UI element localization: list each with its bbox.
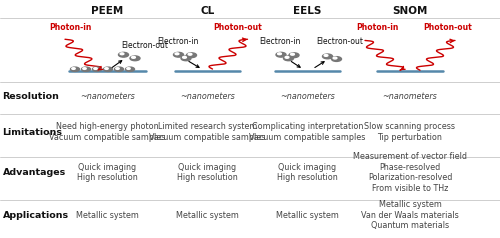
Circle shape [70,67,80,71]
Circle shape [118,52,128,57]
Text: ~nanometers: ~nanometers [180,92,235,101]
Text: Electron-out: Electron-out [122,41,168,50]
Circle shape [278,53,281,55]
Circle shape [126,67,134,71]
Circle shape [290,53,294,55]
Circle shape [114,67,124,71]
Text: Metallic system
Van der Waals materials
Quantum materials: Metallic system Van der Waals materials … [361,200,459,230]
Circle shape [82,67,90,71]
Circle shape [127,68,130,69]
Text: Limitations: Limitations [2,128,62,137]
Text: Metallic system: Metallic system [176,211,239,220]
Circle shape [83,68,86,69]
Circle shape [120,53,124,55]
Circle shape [276,52,286,57]
Circle shape [182,56,186,58]
Text: Applications: Applications [2,211,68,220]
Text: SNOM: SNOM [392,6,428,16]
Circle shape [284,56,294,61]
Circle shape [332,57,342,61]
Text: ~nanometers: ~nanometers [280,92,335,101]
Circle shape [322,54,332,59]
Text: Photon-in: Photon-in [49,23,91,32]
Circle shape [105,68,108,69]
Circle shape [132,56,136,58]
Text: CL: CL [200,6,214,16]
Circle shape [72,68,75,69]
Text: ~nanometers: ~nanometers [382,92,438,101]
Text: Resolution: Resolution [2,92,59,101]
Circle shape [289,53,299,58]
Text: Quick imaging
High resolution: Quick imaging High resolution [77,163,138,182]
Text: Electron-out: Electron-out [316,37,364,46]
Text: Electron-in: Electron-in [260,37,300,46]
Text: Photon-out: Photon-out [213,23,262,32]
Text: Metallic system: Metallic system [76,211,139,220]
Text: Metallic system: Metallic system [276,211,339,220]
Text: PEEM: PEEM [92,6,124,16]
Circle shape [186,53,196,58]
Circle shape [116,68,119,69]
Text: Complicating interpretation
Vacuum compatible samples: Complicating interpretation Vacuum compa… [250,122,366,142]
Text: Quick imaging
High resolution: Quick imaging High resolution [177,163,238,182]
Circle shape [333,57,337,59]
Circle shape [130,56,140,61]
Text: Measurement of vector field
Phase-resolved
Polarization-resolved
From visible to: Measurement of vector field Phase-resolv… [353,153,467,193]
Text: Advantages: Advantages [2,168,66,177]
Circle shape [324,55,328,56]
Text: EELS: EELS [294,6,322,16]
Text: Photon-out: Photon-out [423,23,472,32]
Circle shape [104,67,112,71]
Text: Photon-in: Photon-in [356,23,399,32]
Text: Electron-in: Electron-in [157,37,198,46]
Circle shape [174,52,184,57]
Circle shape [92,67,102,71]
Text: Slow scanning process
Tip perturbation: Slow scanning process Tip perturbation [364,122,456,142]
Circle shape [175,53,179,55]
Circle shape [285,56,289,58]
Circle shape [188,53,192,55]
Text: Limited research system
Vacuum compatible samples: Limited research system Vacuum compatibl… [150,122,266,142]
Text: Quick imaging
High resolution: Quick imaging High resolution [277,163,338,182]
Text: ~nanometers: ~nanometers [80,92,135,101]
Circle shape [181,56,191,61]
Text: Need high-energy photon
Vacuum compatible samples: Need high-energy photon Vacuum compatibl… [50,122,166,142]
Circle shape [94,68,97,69]
